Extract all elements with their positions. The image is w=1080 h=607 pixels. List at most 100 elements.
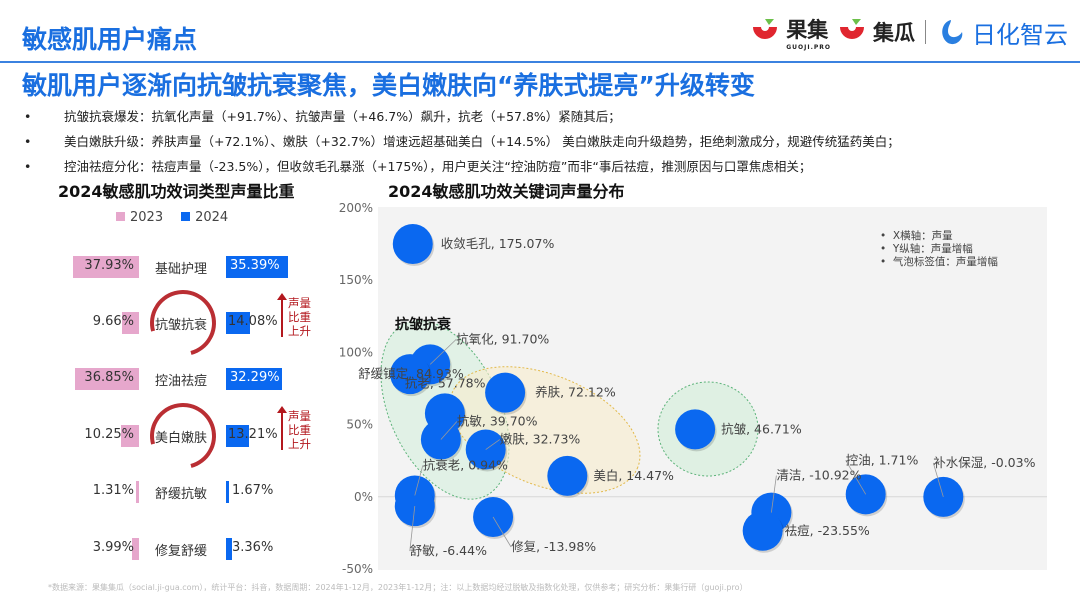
value-2023: 37.93% <box>84 258 134 273</box>
bubble-label: 抗皱, 46.71% <box>721 421 802 436</box>
value-2024: 14.08% <box>228 314 278 329</box>
bar-2023 <box>136 481 139 503</box>
bar-row: 10.25% 美白嫩肤 13.21% 声量比重上升 <box>0 390 360 482</box>
logo-divider <box>925 20 926 44</box>
bullet-list: • 抗皱抗衰爆发：抗氧化声量（+91.7%）、抗皱声量（+46.7%）飙升，抗老（… <box>24 106 900 181</box>
page-title: 敏感肌用户痛点 <box>22 25 198 54</box>
bullet-item: • 控油祛痘分化：祛痘声量（-23.5%），但收敛毛孔暴涨（+175%），用户更关… <box>24 159 812 174</box>
brand-logos: 果集 GUOJI.PRO 集瓜 日化智云 <box>750 12 1068 52</box>
jigua-logo-text: 集瓜 <box>873 21 915 45</box>
bubble-label: 抗老, 57.78% <box>405 375 486 390</box>
bubble-label: 养肤, 72.12% <box>535 385 616 400</box>
leader-line <box>485 439 500 450</box>
value-2023: 36.85% <box>84 370 134 385</box>
bubble-label: 抗衰老, 0.94% <box>423 457 508 472</box>
leader-line <box>414 465 424 496</box>
bullet-item: • 美白嫩肤升级：养肤声量（+72.1%）、嫩肤（+32.7%）增速远超基础美白（… <box>24 134 900 149</box>
leader-line <box>845 460 867 495</box>
value-2024: 35.39% <box>230 258 280 273</box>
bar-2024 <box>226 256 288 278</box>
bubble <box>485 372 526 413</box>
guoji-logo-text: 果集 <box>786 17 829 42</box>
bubble-label: 抗敏, 39.70% <box>457 413 538 428</box>
legend-2023: 2023 <box>116 210 163 225</box>
y-tick-label: 50% <box>346 418 373 432</box>
value-2024: 13.21% <box>228 427 278 442</box>
bubble-label: 嫩肤, 32.73% <box>500 432 581 447</box>
bubble-label: 修复, -13.98% <box>511 539 596 554</box>
bullet-text: 美白嫩肤升级：养肤声量（+72.1%）、嫩肤（+32.7%）增速远超基础美白（+… <box>64 134 900 149</box>
bar-2023 <box>121 425 139 447</box>
category-label: 美白嫩肤 <box>155 431 208 446</box>
value-2023: 10.25% <box>84 427 134 442</box>
y-tick-label: 100% <box>339 345 373 359</box>
group-label: 抗皱抗衰 <box>395 317 451 333</box>
bar-2024 <box>226 481 229 503</box>
value-2023: 9.66% <box>92 314 134 329</box>
bar-row: 37.93% 基础护理 35.39% <box>0 256 360 278</box>
bubble <box>392 223 433 264</box>
category-label: 抗皱抗衰 <box>155 318 208 333</box>
bar-2024 <box>226 312 251 334</box>
category-label: 基础护理 <box>155 262 208 277</box>
bubble-label: 舒敏, -6.44% <box>410 543 487 558</box>
legend-2024: 2024 <box>181 210 228 225</box>
bubble <box>742 510 783 551</box>
category-label: 控油祛痘 <box>155 374 208 389</box>
bubble-label: 祛痘, -23.55% <box>785 523 870 538</box>
bar-2023 <box>74 368 139 390</box>
leader-line <box>932 462 944 497</box>
scatter-chart-title: 2024敏感肌功效关键词声量分布 <box>388 182 625 201</box>
bubble-label: 舒缓镇定, 84.93% <box>358 366 464 381</box>
value-2024: 1.67% <box>232 483 274 498</box>
bullet-text: 控油祛痘分化：祛痘声量（-23.5%），但收敛毛孔暴涨（+175%），用户更关注… <box>64 159 812 174</box>
rise-note: 声量比重上升 <box>288 409 311 451</box>
value-2023: 3.99% <box>92 540 134 555</box>
value-2024: 32.29% <box>230 370 280 385</box>
guoji-logo-sub: GUOJI.PRO <box>786 43 831 51</box>
bubble-label: 美白, 14.47% <box>593 468 674 483</box>
bubble <box>675 409 716 450</box>
leader-line <box>429 339 457 365</box>
bar-2024 <box>226 425 249 447</box>
rihua-logo-text: 日化智云 <box>972 20 1068 49</box>
value-2023: 1.31% <box>92 483 134 498</box>
bar-row: 9.66% 抗皱抗衰 14.08% 声量比重上升 <box>0 277 360 369</box>
note: • Y纵轴：声量增幅 <box>880 243 973 255</box>
footer-source: *数据来源：果集集瓜（social.ji-gua.com），统计平台：抖音，数据… <box>48 583 748 592</box>
bubble-label: 控油, 1.71% <box>846 452 919 467</box>
arrow-up-icon <box>277 406 287 450</box>
bubble <box>390 354 431 395</box>
bubble-label: 补水保湿, -0.03% <box>933 455 1035 470</box>
header-divider <box>0 61 1080 63</box>
bar-2024 <box>226 538 232 560</box>
bar-2024 <box>226 368 283 390</box>
value-2024: 3.36% <box>232 540 274 555</box>
leader-line <box>492 516 512 548</box>
leader-line <box>440 421 458 440</box>
note: • 气泡标签值：声量增幅 <box>880 256 998 268</box>
bar-2023 <box>73 256 139 278</box>
bubble <box>547 455 588 496</box>
bubble-label: 收敛毛孔, 175.07% <box>441 236 555 251</box>
category-label: 修复舒缓 <box>155 544 208 559</box>
leader-line <box>409 506 416 552</box>
bullet-item: • 抗皱抗衰爆发：抗氧化声量（+91.7%）、抗皱声量（+46.7%）飙升，抗老（… <box>24 109 621 124</box>
note: • X横轴：声量 <box>880 230 953 242</box>
arrow-up-icon <box>277 293 287 337</box>
bar-row: 36.85% 控油祛痘 32.29% <box>0 368 360 390</box>
y-tick-label: -50% <box>342 562 373 576</box>
bar-chart-title: 2024敏感肌功效词类型声量比重 <box>58 182 295 201</box>
axis-notes: • X横轴：声量 • Y纵轴：声量增幅 • 气泡标签值：声量增幅 <box>880 230 998 269</box>
bubble-label: 清洁, -10.92% <box>776 468 861 483</box>
bar-2023 <box>132 538 139 560</box>
bubble-label: 抗氧化, 91.70% <box>456 331 549 346</box>
y-tick-label: 200% <box>339 201 373 215</box>
bar-2023 <box>122 312 139 334</box>
jigua-logo-icon <box>837 17 867 47</box>
headline: 敏肌用户逐渐向抗皱抗衰聚焦，美白嫩肤向“养肤式提亮”升级转变 <box>22 71 755 100</box>
bar-row: 3.99% 修复舒缓 3.36% <box>0 538 360 560</box>
y-tick-label: 0% <box>354 490 373 504</box>
y-tick-label: 150% <box>339 273 373 287</box>
